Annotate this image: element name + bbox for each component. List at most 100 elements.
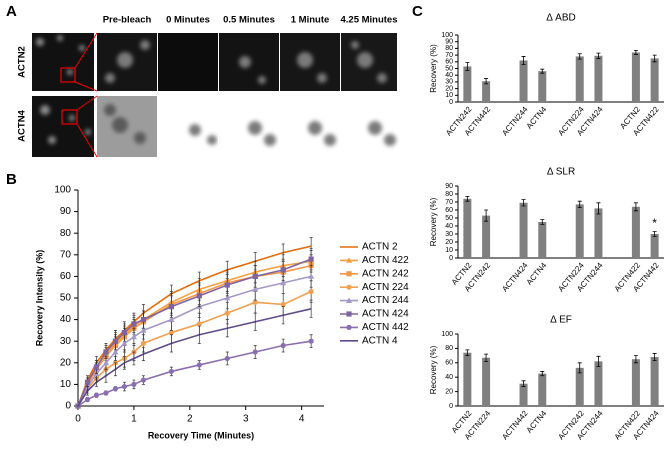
- marker: [308, 256, 314, 262]
- y-tick-label: 20: [60, 357, 72, 368]
- y-axis-label: Recovery Intensity (%): [34, 250, 44, 347]
- error-bar: [169, 334, 173, 353]
- bar: [631, 52, 640, 102]
- marker: [112, 348, 119, 355]
- y-tick-label: 10: [445, 92, 453, 99]
- y-tick-label: 100: [441, 331, 453, 338]
- x-tick-label: 4: [299, 414, 305, 425]
- column-header: 1 Minute: [291, 15, 330, 26]
- panel-label: B: [6, 171, 17, 188]
- y-tick-label: 30: [445, 231, 453, 238]
- y-tick-label: 50: [60, 293, 72, 304]
- bar: [519, 60, 528, 102]
- bar: [575, 56, 584, 102]
- bar: [650, 58, 659, 102]
- marker: [346, 311, 352, 317]
- error-bar: [540, 371, 545, 377]
- marker: [102, 359, 109, 366]
- error-bar: [281, 306, 285, 325]
- x-tick-label: 3: [243, 414, 249, 425]
- error-bar: [521, 380, 526, 387]
- bar: [650, 234, 659, 258]
- marker: [121, 340, 128, 346]
- marker: [103, 349, 109, 355]
- y-tick-label: 40: [60, 314, 72, 325]
- marker: [196, 362, 202, 368]
- error-bar: [94, 377, 98, 387]
- error-bar: [633, 202, 638, 212]
- error-bar: [309, 299, 313, 318]
- series-line: [77, 275, 312, 407]
- legend-label: ACTN 442: [362, 322, 409, 333]
- error-bar: [465, 349, 470, 356]
- y-tick-label: 80: [445, 345, 453, 352]
- bar: [482, 357, 491, 406]
- marker: [121, 329, 128, 336]
- y-tick-label: 70: [445, 52, 453, 59]
- y-tick-label: 90: [445, 39, 453, 46]
- legend-label: ACTN 422: [362, 255, 409, 266]
- marker: [140, 317, 147, 323]
- error-bar: [596, 355, 601, 367]
- error-bar: [521, 56, 526, 65]
- marker: [93, 392, 100, 398]
- marker: [224, 355, 230, 362]
- panel-label: C: [412, 3, 423, 20]
- y-tick-label: 100: [441, 32, 453, 39]
- marker: [130, 333, 137, 340]
- bar: [594, 55, 603, 102]
- y-tick-label: 60: [445, 207, 453, 214]
- x-tick-label: ACTN424: [500, 260, 530, 293]
- y-axis-label: Recovery (%): [429, 197, 438, 246]
- y-axis-label: Recovery (%): [429, 345, 438, 394]
- y-tick-label: 30: [445, 79, 453, 86]
- marker: [252, 273, 258, 279]
- x-tick-label: ACTN442: [500, 408, 530, 441]
- bar: [482, 215, 491, 258]
- bar: [463, 66, 472, 102]
- y-tick-label: 0: [65, 401, 71, 412]
- legend-label: ACTN 4: [362, 335, 398, 346]
- legend-label: ACTN 242: [362, 268, 409, 279]
- y-tick-label: 70: [60, 249, 72, 260]
- series-line: [77, 308, 312, 407]
- error-bar: [652, 54, 657, 63]
- chart-title: Δ ABD: [546, 13, 575, 24]
- bar: [519, 383, 528, 406]
- error-bar: [540, 68, 545, 74]
- y-tick-label: 90: [445, 183, 453, 190]
- column-header: 0.5 Minutes: [223, 15, 275, 26]
- marker: [112, 386, 119, 392]
- error-bar: [465, 62, 470, 71]
- error-bar: [633, 355, 638, 364]
- marker: [280, 279, 287, 286]
- marker: [168, 316, 175, 322]
- panel-label: A: [6, 3, 17, 20]
- error-bar: [521, 199, 526, 207]
- error-bar: [132, 351, 136, 366]
- marker: [308, 288, 314, 295]
- y-tick-label: 100: [54, 185, 71, 196]
- row-label: ACTN2: [17, 46, 28, 78]
- x-axis-label: Recovery Time (Minutes): [148, 430, 254, 440]
- marker: [84, 396, 91, 403]
- y-tick-label: 10: [60, 379, 72, 390]
- error-bar: [484, 209, 489, 222]
- bar: [575, 367, 584, 406]
- legend-label: ACTN 424: [362, 309, 409, 320]
- y-tick-label: 20: [445, 388, 453, 395]
- marker: [140, 340, 147, 346]
- annotation: *: [652, 216, 657, 230]
- x-tick-label: 1: [131, 414, 137, 425]
- series-line: [77, 258, 312, 407]
- marker: [196, 293, 202, 299]
- marker: [168, 304, 174, 310]
- y-tick-label: 50: [445, 65, 453, 72]
- error-bar: [86, 386, 90, 396]
- bar: [463, 198, 472, 258]
- x-tick-label: ACTN4: [525, 104, 549, 130]
- marker: [131, 381, 137, 387]
- y-tick-label: 60: [60, 271, 72, 282]
- series-line: [77, 245, 312, 407]
- error-bar: [484, 353, 489, 362]
